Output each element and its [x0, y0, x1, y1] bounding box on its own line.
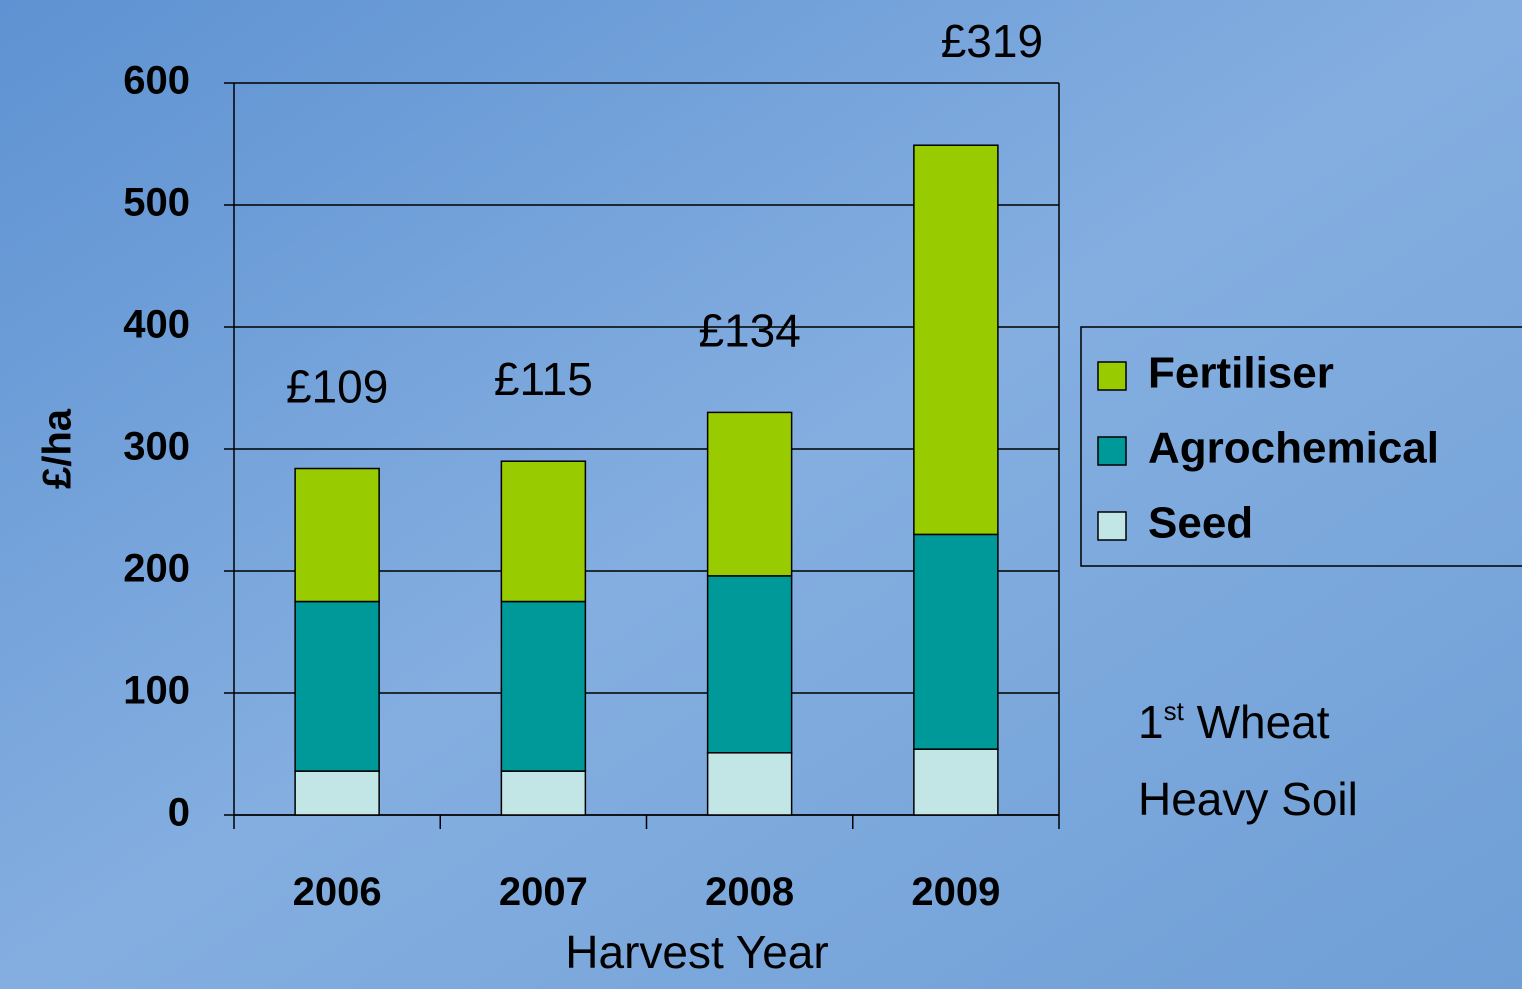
- legend-label: Fertiliser: [1148, 349, 1334, 398]
- x-axis-label: Harvest Year: [565, 926, 828, 978]
- data-label: £115: [494, 353, 593, 405]
- bar-segment: [914, 749, 998, 815]
- y-tick-label: 600: [123, 59, 190, 103]
- legend-swatch: [1098, 362, 1126, 390]
- legend-label: Agrochemical: [1148, 424, 1439, 473]
- y-tick-label: 0: [168, 791, 190, 835]
- y-axis-label: £/ha: [36, 408, 80, 489]
- data-label: £319: [941, 15, 1043, 67]
- x-tick-label: 2009: [911, 870, 1000, 914]
- x-tick-label: 2006: [293, 870, 382, 914]
- annotation-part: st: [1164, 696, 1185, 726]
- x-tick-label: 2008: [705, 870, 794, 914]
- bar-segment: [708, 753, 792, 815]
- bar-segment: [708, 576, 792, 753]
- bar-segment: [501, 461, 585, 601]
- y-tick-label: 500: [123, 181, 190, 225]
- annotation: Heavy Soil: [1138, 773, 1358, 825]
- data-label: £109: [286, 361, 388, 413]
- y-tick-label: 400: [123, 303, 190, 347]
- bar-segment: [708, 412, 792, 575]
- bar-segment: [501, 771, 585, 815]
- x-tick-label: 2007: [499, 870, 588, 914]
- bar-segment: [501, 602, 585, 772]
- page: 0 100 200 300 400 500 600 2006 £109 2007 £115 2008…: [0, 0, 1522, 989]
- legend-swatch: [1098, 512, 1126, 540]
- bar-segment: [295, 469, 379, 602]
- data-label: £134: [698, 304, 800, 356]
- bar-segment: [914, 145, 998, 534]
- bar-segment: [295, 771, 379, 815]
- legend-swatch: [1098, 437, 1126, 465]
- bar-segment: [295, 602, 379, 772]
- bar-segment: [914, 534, 998, 749]
- y-tick-label: 100: [123, 669, 190, 713]
- legend-label: Seed: [1148, 499, 1253, 548]
- annotation-part: Wheat: [1184, 696, 1330, 748]
- y-tick-label: 200: [123, 547, 190, 591]
- annotation-part: 1: [1138, 696, 1164, 748]
- chart: 0 100 200 300 400 500 600 2006 £109 2007 £115 2008…: [0, 0, 1522, 989]
- y-tick-label: 300: [123, 425, 190, 469]
